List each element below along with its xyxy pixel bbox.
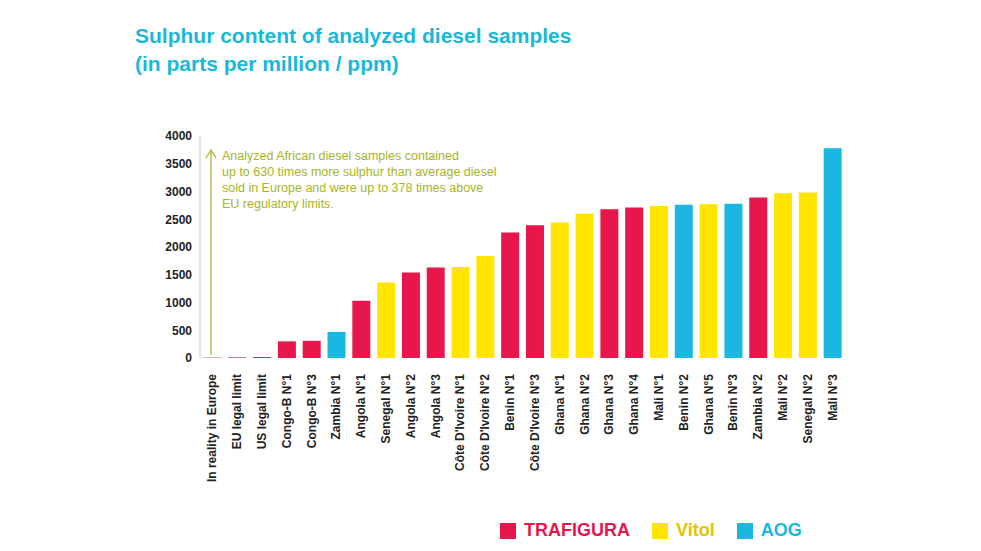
svg-text:Angola N°1: Angola N°1 <box>354 374 368 438</box>
svg-text:Côte D'Ivoire N°1: Côte D'Ivoire N°1 <box>453 374 467 471</box>
svg-text:Ghana N°3: Ghana N°3 <box>602 374 616 435</box>
svg-text:Congo-B N°1: Congo-B N°1 <box>280 374 294 448</box>
svg-text:1000: 1000 <box>165 296 192 310</box>
svg-text:Senegal N°1: Senegal N°1 <box>379 374 393 444</box>
svg-text:Ghana N°5: Ghana N°5 <box>702 374 716 435</box>
svg-text:In reality in Europe: In reality in Europe <box>205 374 219 482</box>
html-text:up to 630 times more sulphur t: up to 630 times more sulphur than averag… <box>222 165 497 179</box>
html-text:AOG: AOG <box>760 520 802 540</box>
html-text:EU regulatory limits.: EU regulatory limits. <box>222 197 334 211</box>
svg-text:Angola N°2: Angola N°2 <box>404 374 418 438</box>
html-text:Analyzed African diesel sample: Analyzed African diesel samples containe… <box>222 149 459 163</box>
html-text:sold in Europe and were up to: sold in Europe and were up to 378 times … <box>222 181 484 195</box>
svg-text:Senegal N°2: Senegal N°2 <box>801 374 815 444</box>
svg-text:3000: 3000 <box>165 185 192 199</box>
svg-text:EU legal limit: EU legal limit <box>230 374 244 449</box>
svg-text:Côte D'Ivoire N°3: Côte D'Ivoire N°3 <box>528 374 542 471</box>
html-text:Vitol: Vitol <box>676 520 715 540</box>
svg-text:Mali N°2: Mali N°2 <box>776 374 790 421</box>
svg-text:0: 0 <box>185 351 192 365</box>
svg-text:Mali N°3: Mali N°3 <box>826 374 840 421</box>
svg-text:Ghana N°4: Ghana N°4 <box>627 374 641 435</box>
html-text:TRAFIGURA: TRAFIGURA <box>524 520 630 540</box>
svg-text:Angola N°3: Angola N°3 <box>429 374 443 438</box>
svg-text:1500: 1500 <box>165 268 192 282</box>
svg-text:Benin N°3: Benin N°3 <box>726 374 740 431</box>
html-text:(in parts per million / ppm): (in parts per million / ppm) <box>135 52 399 75</box>
svg-text:3500: 3500 <box>165 157 192 171</box>
svg-text:Benin N°2: Benin N°2 <box>677 374 691 431</box>
svg-text:Zambia N°1: Zambia N°1 <box>329 374 343 440</box>
svg-text:Mali N°1: Mali N°1 <box>652 374 666 421</box>
svg-text:4000: 4000 <box>165 129 192 143</box>
svg-text:US legal limit: US legal limit <box>255 374 269 449</box>
svg-text:Congo-B N°3: Congo-B N°3 <box>305 374 319 448</box>
svg-text:2500: 2500 <box>165 213 192 227</box>
svg-text:500: 500 <box>172 324 192 338</box>
svg-text:Benin N°1: Benin N°1 <box>503 374 517 431</box>
svg-text:2000: 2000 <box>165 240 192 254</box>
svg-text:Zambia N°2: Zambia N°2 <box>751 374 765 440</box>
svg-text:Ghana N°1: Ghana N°1 <box>553 374 567 435</box>
html-text:Sulphur content of analyzed di: Sulphur content of analyzed diesel sampl… <box>135 24 572 47</box>
svg-text:Ghana N°2: Ghana N°2 <box>578 374 592 435</box>
svg-text:Côte D'Ivoire N°2: Côte D'Ivoire N°2 <box>478 374 492 471</box>
